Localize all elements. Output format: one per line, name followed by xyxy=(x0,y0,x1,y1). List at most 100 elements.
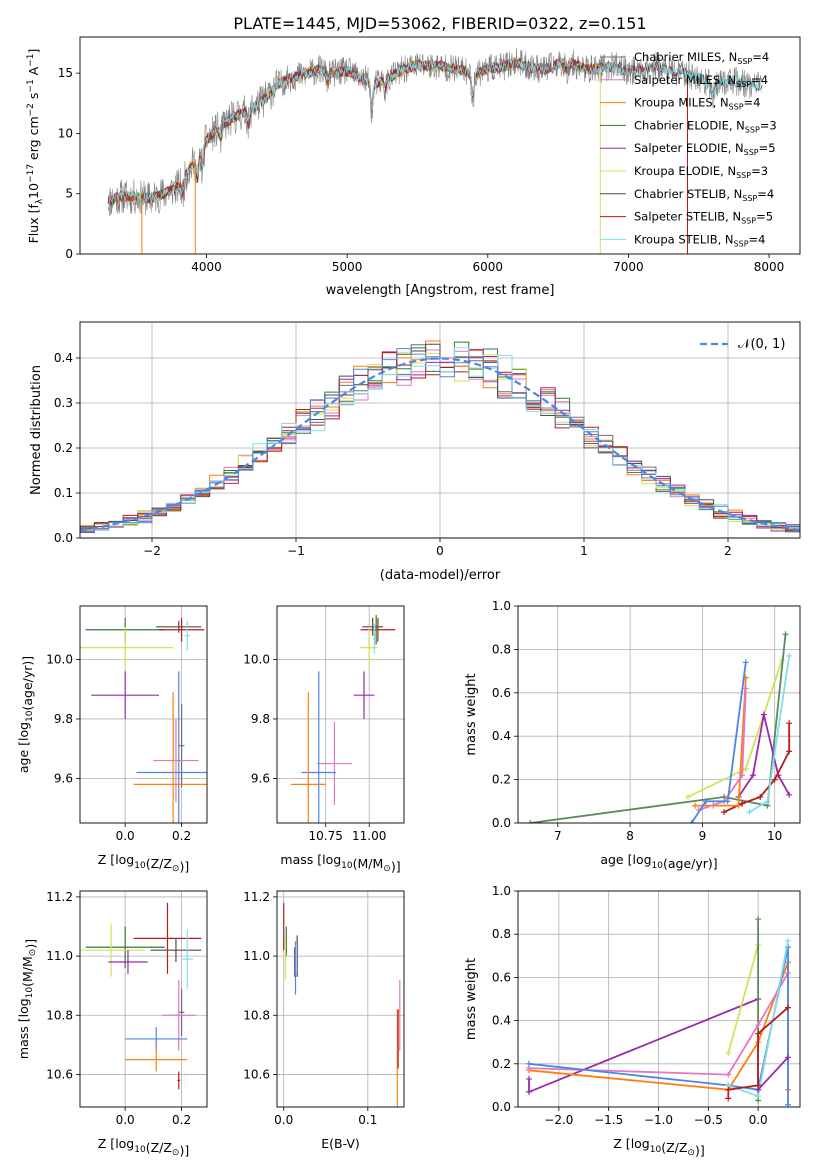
label-part: (age/yr)] xyxy=(20,656,35,711)
weight-point-marker xyxy=(526,1089,532,1095)
legend-subscript: SSP xyxy=(737,57,752,66)
y-axis-label-part: erg cm xyxy=(26,116,41,164)
x-tick-label: 1 xyxy=(580,544,588,558)
legend-entry: Kroupa STELIB, NSSP=4 xyxy=(634,232,765,248)
x-axis-label: (data-model)/error xyxy=(380,568,501,583)
error-bar-kroupa-miles xyxy=(134,692,213,876)
legend-text: Salpeter MILES, N xyxy=(634,73,736,87)
legend-subscript: SSP xyxy=(741,217,756,226)
model-spectrum-salpeter-miles xyxy=(108,58,600,203)
y-tick-label: 15 xyxy=(58,66,73,80)
error-bar-chabrier-stelib xyxy=(151,938,202,962)
y-tick-label: 0.8 xyxy=(492,642,511,656)
figure-title: PLATE=1445, MJD=53062, FIBERID=0322, z=0… xyxy=(233,14,646,33)
y-tick-label: 0.4 xyxy=(492,1014,511,1028)
label-part: Z [ xyxy=(613,1136,630,1151)
error-bar-chabrier-miles xyxy=(179,704,185,787)
label-part: log xyxy=(631,1136,650,1151)
label-subscript: 10 xyxy=(25,710,35,722)
y-axis-label-part: −17 xyxy=(26,164,36,183)
residual-histogram-panel: −2 −1 0 1 20.00.10.20.30.4𝒩(0, 1)(data-model… xyxy=(29,322,800,583)
y-axis-label-part: −1 xyxy=(26,54,36,67)
error-bar-salpeter-miles xyxy=(153,719,198,802)
legend-text: Kroupa ELODIE, N xyxy=(634,164,736,178)
age-vs-mass-panel: 10.75 11.00 9.6 9.8 10.0 mass [log10(M/M⊙)] xyxy=(243,606,404,877)
weight-point-marker xyxy=(743,659,749,665)
y-tick-label: 0 xyxy=(65,247,73,261)
y-tick-label: 0.2 xyxy=(492,1057,511,1071)
x-tick-label: −2.0 xyxy=(544,1113,573,1127)
error-bar-salpeter-stelib xyxy=(159,618,204,642)
y-tick-label: 10.8 xyxy=(46,1008,73,1022)
label-part: (Z/Z xyxy=(661,1140,687,1155)
model-spectrum-chabrier-miles xyxy=(108,58,600,205)
legend-entry: Chabrier STELIB, NSSP=4 xyxy=(634,187,774,203)
weight-line-salpeter-elodie xyxy=(739,715,790,798)
mass-vs-ebv-panel: 0.0 0.1 10.6 10.8 11.0 11.2 E(B-V) xyxy=(243,890,404,1151)
spectrum-panel: 4000 5000 6000 7000 8000 0 5 10 15 wavelength [An… xyxy=(26,37,800,298)
x-tick-label: 0.0 xyxy=(116,829,135,843)
x-tick-label: 0.0 xyxy=(274,1113,293,1127)
x-tick-label: 9 xyxy=(699,829,707,843)
label-part: log xyxy=(115,852,134,867)
mass-weight-vs-metallicity-panel: −2.0 −1.5 −1.0 −0.5 0.0 0.0 0.2 0.4 0.6 0.8 1.0 Z [… xyxy=(464,884,800,1158)
error-bar-kroupa-miles xyxy=(291,692,326,876)
y-axis-label-part: −1 xyxy=(26,79,36,92)
x-tick-label: −0.5 xyxy=(694,1113,723,1127)
axes-frame xyxy=(277,606,404,823)
y-axis-label: mass [log10(M/M⊙)] xyxy=(16,939,38,1059)
error-bar-salpeter-stelib xyxy=(134,903,202,974)
error-bar-salpeter-elodie xyxy=(354,671,375,719)
y-tick-label: 0.0 xyxy=(54,531,73,545)
label-subscript: 10 xyxy=(650,1145,662,1155)
weight-point-marker xyxy=(783,631,789,637)
y-tick-label: 10 xyxy=(58,126,73,140)
x-tick-label: 6000 xyxy=(473,260,504,274)
y-axis-label: age [log10(age/yr)] xyxy=(16,656,35,773)
legend-entry: Salpeter MILES, NSSP=4 xyxy=(634,73,768,89)
label-part: mass [ xyxy=(280,852,322,867)
legend-text: Chabrier MILES, N xyxy=(634,50,737,64)
legend-text: =3 xyxy=(760,118,777,132)
weight-lines xyxy=(527,631,792,826)
x-axis-label: Z [log10(Z/Z⊙)] xyxy=(98,852,189,874)
label-subscript: ⊙ xyxy=(172,1148,180,1158)
y-tick-label: 11.2 xyxy=(46,890,73,904)
y-tick-label: 10.6 xyxy=(243,1067,270,1081)
error-bars xyxy=(77,618,221,877)
label-part: age [ xyxy=(16,741,31,773)
label-subscript: ⊙ xyxy=(28,949,38,957)
x-tick-label: 8000 xyxy=(754,260,785,274)
label-part: (Z/Z xyxy=(146,1140,172,1155)
weight-point-marker xyxy=(725,1050,731,1056)
weight-point-marker xyxy=(786,748,792,754)
error-bar-salpeter-elodie xyxy=(108,950,148,974)
x-tick-label: 7 xyxy=(554,829,562,843)
weight-point-marker xyxy=(755,916,761,922)
legend-text: =3 xyxy=(751,164,768,178)
y-tick-label: 0.0 xyxy=(492,1100,511,1114)
error-bar-blue xyxy=(136,671,221,873)
y-axis-label-part: s xyxy=(26,93,41,104)
label-part: (Z/Z xyxy=(146,856,172,871)
label-part: (age/yr)] xyxy=(663,856,718,871)
label-part: )] xyxy=(179,1143,189,1158)
weight-point-marker xyxy=(786,720,792,726)
legend-subscript: SSP xyxy=(736,80,751,89)
legend-entry: Chabrier ELODIE, NSSP=3 xyxy=(634,118,777,134)
x-axis-label: E(B-V) xyxy=(321,1136,360,1151)
weight-point-marker xyxy=(786,653,792,659)
label-subscript: 10 xyxy=(25,987,35,999)
error-bar-kroupa-elodie xyxy=(77,627,173,669)
x-tick-label: 0.2 xyxy=(172,829,191,843)
axes-frame xyxy=(80,606,207,823)
x-tick-label: 0.1 xyxy=(358,1113,377,1127)
legend-text: =4 xyxy=(757,187,774,201)
x-axis-label: Z [log10(Z/Z⊙)] xyxy=(98,1136,189,1158)
label-part: (M/M xyxy=(353,856,384,871)
y-axis-label: Flux [fλ10−17 erg cm−2 s−1 A−1] xyxy=(26,49,45,244)
error-bar-blue xyxy=(125,1027,187,1051)
label-part: Z [ xyxy=(98,1136,115,1151)
label-part: (M/M xyxy=(20,956,35,987)
